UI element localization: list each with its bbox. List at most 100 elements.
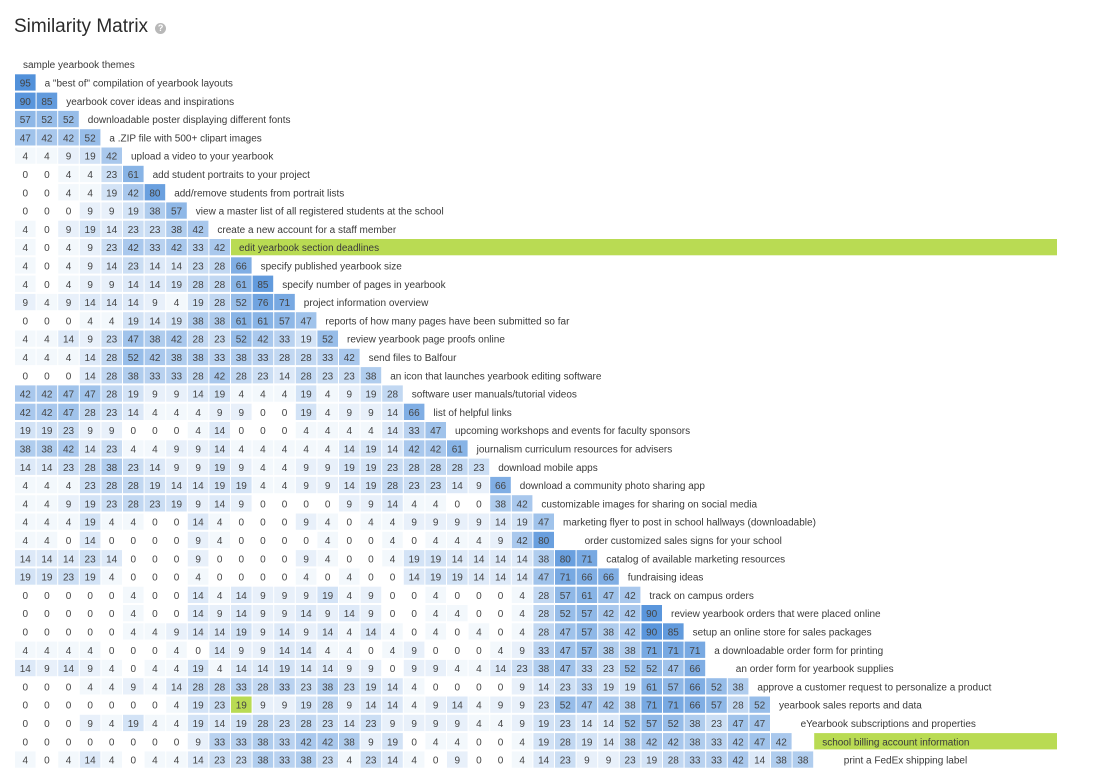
heatmap-cell[interactable]	[58, 696, 79, 713]
heatmap-cell[interactable]	[15, 586, 36, 603]
heatmap-cell[interactable]	[490, 678, 511, 695]
heatmap-cell[interactable]	[15, 733, 36, 750]
heatmap-cell[interactable]	[555, 623, 576, 640]
heatmap-cell[interactable]	[15, 330, 36, 347]
heatmap-cell[interactable]	[403, 513, 425, 530]
row-label[interactable]: a "best of" compilation of yearbook layo…	[45, 78, 233, 89]
heatmap-cell[interactable]	[468, 531, 490, 549]
row-label[interactable]: yearbook sales reports and data	[779, 701, 922, 712]
heatmap-cell[interactable]	[79, 330, 101, 347]
heatmap-cell[interactable]	[360, 751, 382, 768]
heatmap-cell[interactable]	[727, 696, 749, 713]
heatmap-cell[interactable]	[209, 751, 230, 768]
heatmap-cell[interactable]	[187, 531, 209, 549]
heatmap-cell[interactable]	[79, 623, 101, 640]
heatmap-cell[interactable]	[209, 239, 230, 256]
heatmap-cell[interactable]	[209, 659, 230, 677]
heatmap-cell[interactable]	[360, 367, 382, 384]
heatmap-cell[interactable]	[619, 733, 641, 750]
heatmap-cell[interactable]	[317, 422, 338, 439]
heatmap-cell[interactable]	[598, 751, 619, 768]
heatmap-cell[interactable]	[425, 751, 446, 768]
heatmap-cell[interactable]	[619, 605, 641, 622]
heatmap-cell[interactable]	[274, 403, 295, 420]
heatmap-cell[interactable]	[619, 659, 641, 677]
heatmap-cell[interactable]	[252, 513, 274, 530]
heatmap-cell[interactable]	[79, 605, 101, 622]
heatmap-cell[interactable]	[382, 714, 403, 732]
heatmap-cell[interactable]	[295, 733, 317, 750]
heatmap-cell[interactable]	[123, 733, 144, 750]
heatmap-cell[interactable]	[36, 92, 58, 109]
heatmap-cell[interactable]	[209, 605, 230, 622]
heatmap-cell[interactable]	[641, 623, 662, 640]
heatmap-cell[interactable]	[447, 513, 468, 530]
heatmap-cell[interactable]	[274, 293, 295, 311]
heatmap-cell[interactable]	[555, 733, 576, 750]
heatmap-cell[interactable]	[447, 531, 468, 549]
heatmap-cell[interactable]	[144, 403, 166, 420]
row-label[interactable]: setup an online store for sales packages	[693, 627, 872, 638]
heatmap-cell[interactable]	[101, 348, 122, 366]
heatmap-cell[interactable]	[15, 367, 36, 384]
heatmap-cell[interactable]	[317, 458, 338, 475]
heatmap-cell[interactable]	[58, 403, 79, 420]
heatmap-cell[interactable]	[684, 714, 706, 732]
heatmap-cell[interactable]	[187, 257, 209, 274]
heatmap-cell[interactable]	[58, 184, 79, 201]
heatmap-cell[interactable]	[663, 678, 684, 695]
heatmap-cell[interactable]	[144, 440, 166, 457]
heatmap-cell[interactable]	[123, 641, 144, 658]
heatmap-cell[interactable]	[15, 348, 36, 366]
heatmap-cell[interactable]	[252, 678, 274, 695]
heatmap-cell[interactable]	[641, 605, 662, 622]
heatmap-cell[interactable]	[187, 220, 209, 237]
heatmap-cell[interactable]	[166, 220, 187, 237]
heatmap-cell[interactable]	[36, 641, 58, 658]
heatmap-cell[interactable]	[490, 714, 511, 732]
heatmap-cell[interactable]	[144, 513, 166, 530]
heatmap-cell[interactable]	[101, 476, 122, 494]
heatmap-cell[interactable]	[274, 330, 295, 347]
heatmap-cell[interactable]	[166, 550, 187, 567]
heatmap-cell[interactable]	[144, 476, 166, 494]
heatmap-cell[interactable]	[295, 422, 317, 439]
heatmap-cell[interactable]	[123, 293, 144, 311]
heatmap-cell[interactable]	[209, 348, 230, 366]
heatmap-cell[interactable]	[360, 696, 382, 713]
heatmap-cell[interactable]	[555, 696, 576, 713]
heatmap-cell[interactable]	[663, 714, 684, 732]
heatmap-cell[interactable]	[209, 714, 230, 732]
heatmap-cell[interactable]	[663, 696, 684, 713]
heatmap-cell[interactable]	[36, 751, 58, 768]
heatmap-cell[interactable]	[36, 110, 58, 128]
heatmap-cell[interactable]	[360, 678, 382, 695]
heatmap-cell[interactable]	[187, 422, 209, 439]
heatmap-cell[interactable]	[123, 586, 144, 603]
heatmap-cell[interactable]	[339, 605, 360, 622]
heatmap-cell[interactable]	[166, 202, 187, 219]
heatmap-cell[interactable]	[598, 714, 619, 732]
row-label[interactable]: software user manuals/tutorial videos	[412, 390, 577, 401]
heatmap-cell[interactable]	[36, 422, 58, 439]
heatmap-cell[interactable]	[339, 348, 360, 366]
heatmap-cell[interactable]	[403, 659, 425, 677]
heatmap-cell[interactable]	[15, 641, 36, 658]
heatmap-cell[interactable]	[274, 312, 295, 329]
heatmap-cell[interactable]	[576, 550, 598, 567]
heatmap-cell[interactable]	[425, 586, 446, 603]
heatmap-cell[interactable]	[144, 385, 166, 402]
heatmap-cell[interactable]	[339, 531, 360, 549]
heatmap-cell[interactable]	[382, 733, 403, 750]
heatmap-cell[interactable]	[187, 550, 209, 567]
row-label[interactable]: yearbook cover ideas and inspirations	[66, 97, 234, 108]
heatmap-cell[interactable]	[425, 641, 446, 658]
heatmap-cell[interactable]	[166, 659, 187, 677]
heatmap-cell[interactable]	[555, 678, 576, 695]
heatmap-cell[interactable]	[490, 623, 511, 640]
heatmap-cell[interactable]	[166, 586, 187, 603]
heatmap-cell[interactable]	[468, 751, 490, 768]
heatmap-cell[interactable]	[533, 531, 554, 549]
heatmap-cell[interactable]	[79, 678, 101, 695]
heatmap-cell[interactable]	[274, 623, 295, 640]
